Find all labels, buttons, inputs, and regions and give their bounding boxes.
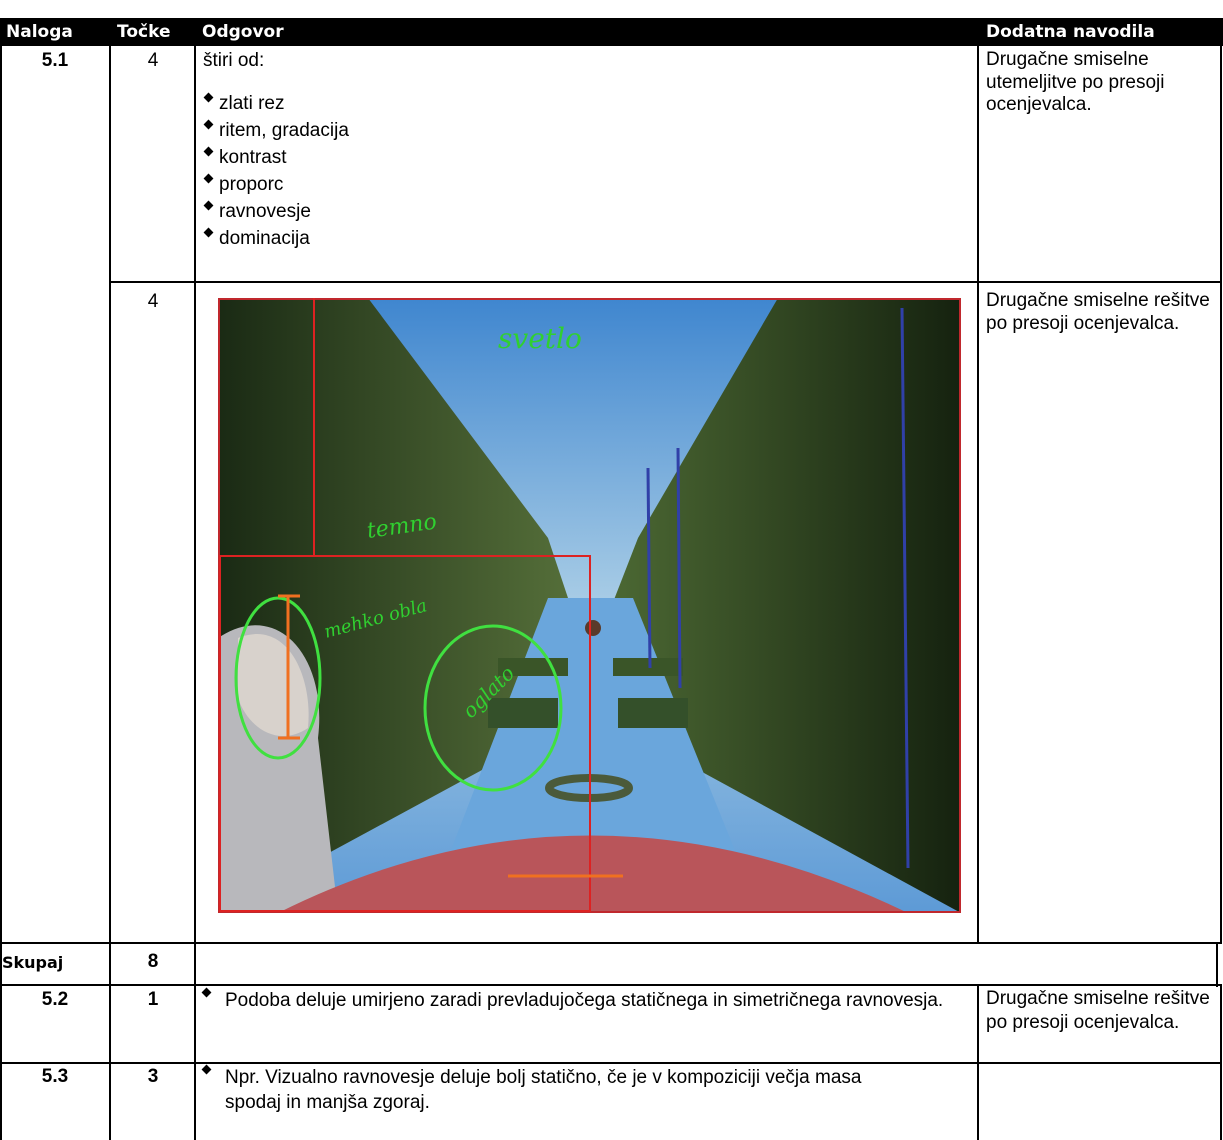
header-cell: Dodatna navodila	[986, 22, 1155, 42]
item-text: dominacija	[219, 228, 310, 249]
item-text: ravnovesje	[219, 201, 311, 222]
total-points: 8	[147, 951, 159, 972]
task: 5.2	[41, 989, 69, 1010]
border	[1216, 943, 1218, 987]
item-text: proporc	[219, 174, 284, 195]
answer: Podoba deluje umirjeno zaradi prevladujo…	[225, 990, 944, 1011]
item-text: ritem, gradacija	[219, 120, 349, 141]
list-item: kontrast	[203, 144, 349, 171]
border	[0, 984, 1222, 986]
bullet	[201, 987, 212, 998]
border	[109, 281, 1222, 283]
header-cell: Odgovor	[202, 22, 284, 42]
points: 4	[147, 50, 159, 71]
answer: Npr. Vizualno ravnovesje deluje bolj sta…	[225, 1067, 862, 1113]
border	[194, 18, 196, 1140]
border	[109, 18, 111, 1140]
answer-intro: štiri od:	[203, 50, 265, 71]
points: 1	[147, 989, 159, 1010]
list-item: zlati rez	[203, 90, 349, 117]
annotation: svetlo	[498, 322, 582, 355]
bullet	[201, 1064, 212, 1075]
item-text: kontrast	[219, 147, 287, 168]
border	[0, 18, 2, 1140]
task: 5.3	[41, 1066, 69, 1087]
list-item: proporc	[203, 171, 349, 198]
header-cell: Naloga	[6, 22, 73, 42]
list-item: ritem, gradacija	[203, 117, 349, 144]
total-label: Skupaj	[2, 953, 64, 972]
header-cell: Točke	[117, 22, 171, 42]
border	[0, 1062, 1222, 1064]
border	[977, 18, 979, 943]
task: 5.1	[41, 50, 69, 71]
answer-list: zlati rez ritem, gradacija kontrast prop…	[203, 90, 349, 252]
border	[0, 942, 1222, 944]
header-bar	[0, 18, 1223, 46]
note: Drugačne smiselne rešitve po presoji oce…	[986, 290, 1210, 334]
note: Drugačne smiselne utemeljitve po presoji…	[986, 49, 1165, 115]
list-item: dominacija	[203, 225, 349, 252]
note: Drugačne smiselne rešitve po presoji oce…	[986, 988, 1210, 1033]
points: 3	[147, 1066, 159, 1087]
painting: svetlo temno mehko obla oglato	[218, 298, 961, 913]
border	[1220, 18, 1222, 943]
points: 4	[147, 291, 159, 312]
item-text: zlati rez	[219, 93, 285, 114]
list-item: ravnovesje	[203, 198, 349, 225]
